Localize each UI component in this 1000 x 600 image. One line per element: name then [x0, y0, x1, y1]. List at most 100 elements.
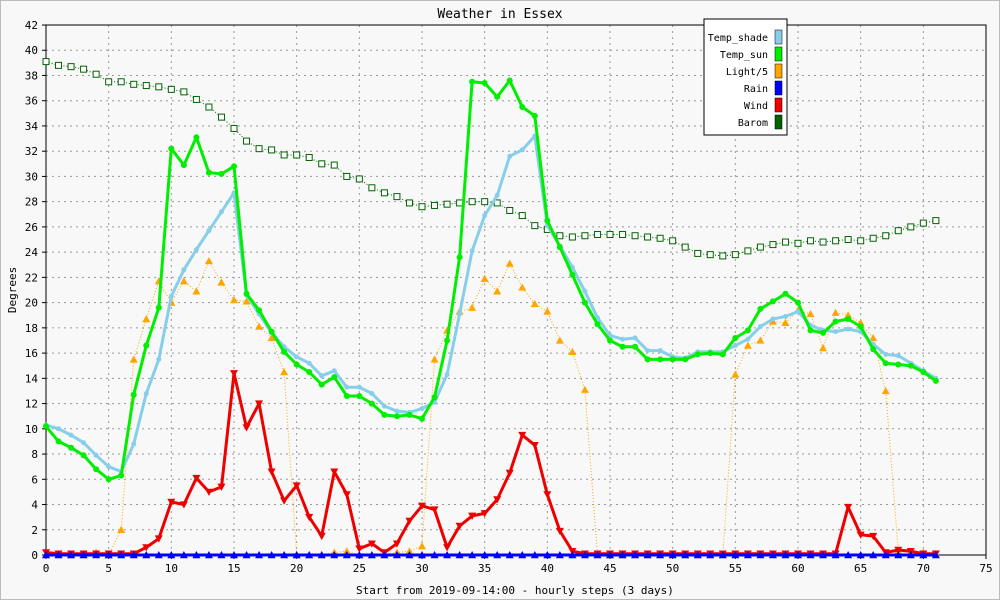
y-tick-label: 28 — [25, 196, 38, 209]
data-point-rain — [392, 551, 401, 559]
data-point-temp-sun — [920, 369, 927, 376]
data-point-light-5 — [756, 336, 765, 344]
data-point-temp-shade — [106, 464, 112, 470]
data-point-rain — [54, 551, 63, 559]
data-point-rain — [844, 551, 853, 559]
data-point-temp-shade — [469, 248, 475, 254]
data-point-rain — [129, 551, 138, 559]
data-point-temp-shade — [181, 267, 187, 273]
data-point-temp-sun — [381, 411, 388, 418]
data-point-barom — [857, 237, 865, 245]
data-point-temp-shade — [394, 408, 400, 414]
data-point-wind — [204, 488, 213, 496]
data-point-wind — [555, 527, 564, 536]
y-tick-label: 32 — [25, 145, 38, 158]
data-point-temp-sun — [795, 299, 801, 306]
data-point-barom — [756, 243, 764, 251]
data-point-temp-sun — [130, 391, 137, 398]
data-point-wind — [192, 474, 201, 483]
data-point-barom — [644, 233, 652, 241]
x-tick-label: 60 — [791, 562, 804, 575]
data-point-rain — [443, 551, 452, 559]
data-point-wind — [856, 531, 865, 539]
data-point-rain — [154, 551, 163, 559]
data-point-rain — [92, 551, 101, 559]
data-point-rain — [79, 551, 88, 559]
data-point-light-5 — [280, 368, 289, 376]
data-point-barom — [669, 237, 677, 245]
series-temp-sun — [43, 77, 939, 483]
data-point-light-5 — [430, 355, 439, 363]
data-point-rain — [242, 551, 251, 559]
data-point-temp-sun — [168, 145, 175, 152]
legend-swatch-barom — [774, 114, 783, 130]
legend-label-temp-sun: Temp_sun — [720, 50, 768, 61]
data-point-rain — [806, 551, 815, 559]
data-point-wind — [242, 424, 251, 432]
data-point-wind — [518, 431, 527, 440]
data-point-temp-sun — [193, 134, 200, 141]
data-point-temp-sun — [857, 323, 864, 330]
x-tick-label: 5 — [105, 562, 112, 575]
data-point-rain — [731, 551, 740, 559]
data-point-rain — [894, 551, 903, 559]
data-point-light-5 — [743, 341, 752, 349]
x-tick-label: 50 — [666, 562, 679, 575]
data-point-temp-sun — [243, 290, 250, 297]
data-point-barom — [781, 238, 789, 246]
y-tick-label: 36 — [25, 95, 38, 108]
y-tick-label: 26 — [25, 221, 38, 234]
data-point-barom — [167, 85, 175, 93]
data-point-temp-sun — [431, 394, 438, 401]
data-point-rain — [543, 551, 552, 559]
data-point-wind — [455, 522, 464, 530]
x-tick-label: 55 — [729, 562, 742, 575]
data-point-rain — [831, 551, 840, 559]
x-tick-label: 45 — [603, 562, 616, 575]
x-tick-label: 75 — [979, 562, 992, 575]
data-point-rain — [167, 551, 176, 559]
data-point-rain — [367, 551, 376, 559]
data-point-light-5 — [881, 386, 890, 395]
data-point-temp-sun — [644, 356, 651, 363]
data-point-temp-shade — [331, 368, 337, 374]
legend-swatch-light-5 — [774, 63, 783, 79]
data-point-temp-sun — [55, 438, 62, 445]
data-point-temp-shade — [356, 384, 362, 390]
data-point-rain — [455, 551, 464, 559]
data-point-rain — [794, 551, 802, 559]
data-point-temp-sun — [318, 381, 325, 388]
data-point-rain — [217, 551, 226, 559]
data-point-temp-sun — [393, 413, 400, 420]
data-point-temp-sun — [256, 307, 263, 314]
legend-label-light-5: Light/5 — [726, 67, 768, 78]
y-tick-label: 4 — [31, 499, 38, 512]
data-point-light-5 — [731, 370, 740, 378]
x-tick-label: 0 — [43, 562, 50, 575]
data-point-light-5 — [480, 274, 489, 282]
data-point-temp-sun — [368, 400, 375, 407]
data-point-barom — [568, 233, 576, 241]
data-point-temp-sun — [632, 343, 639, 350]
data-point-rain — [756, 551, 765, 559]
data-point-barom — [380, 189, 388, 197]
data-point-temp-shade — [620, 336, 626, 342]
data-point-temp-sun — [820, 329, 827, 336]
data-point-temp-shade — [56, 426, 62, 432]
data-point-wind — [317, 532, 326, 541]
data-point-wind — [342, 491, 351, 499]
data-point-temp-sun — [694, 351, 701, 358]
data-point-temp-shade — [218, 209, 224, 215]
data-point-barom — [593, 230, 601, 238]
data-point-light-5 — [819, 344, 828, 352]
data-point-rain — [580, 551, 589, 559]
data-point-temp-shade — [732, 343, 738, 349]
data-point-barom — [456, 199, 464, 207]
data-point-barom — [405, 199, 413, 207]
data-point-light-5 — [117, 525, 126, 533]
data-point-light-5 — [267, 333, 276, 342]
data-point-temp-sun — [669, 356, 676, 363]
data-point-barom — [355, 175, 363, 183]
y-tick-label: 18 — [25, 322, 38, 335]
series-barom — [42, 58, 940, 260]
